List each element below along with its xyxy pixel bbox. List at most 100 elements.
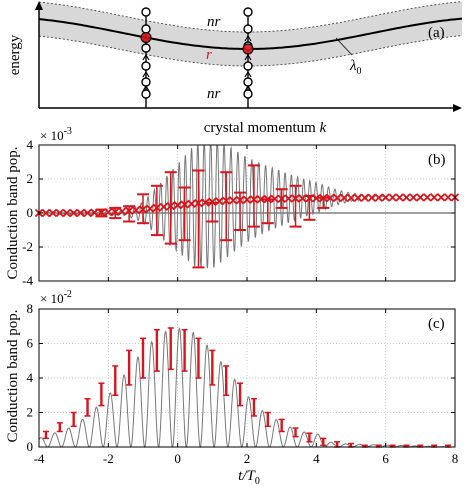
panel-b: -4 -2 0 2 4 × 10-3 Conduction band pop. (b)	[5, 126, 460, 288]
data-cross	[416, 193, 425, 202]
level-circle	[243, 61, 253, 71]
xtick-label: -2	[103, 451, 114, 466]
lambda-pointer	[335, 37, 353, 56]
level-circle	[243, 7, 253, 17]
panel-c-tag: (c)	[428, 316, 445, 332]
data-cross	[388, 193, 397, 202]
data-cross	[104, 208, 113, 217]
data-cross	[395, 193, 404, 202]
xtick-label: 2	[244, 451, 251, 466]
arrow-head	[244, 34, 252, 42]
ytick-label: -2	[22, 239, 33, 254]
ytick-label: 0	[27, 439, 34, 454]
momentum-axis-arrow	[453, 104, 462, 112]
data-cross	[256, 195, 266, 204]
data-cross	[222, 196, 231, 205]
data-cross	[90, 208, 99, 217]
xtick-label: 6	[382, 451, 389, 466]
xtick-label: -4	[34, 451, 45, 466]
level-circle	[141, 77, 151, 87]
data-cross	[76, 208, 85, 218]
data-cross	[326, 193, 335, 203]
panel-a-tag: (a)	[428, 25, 445, 41]
data-cross	[443, 193, 453, 202]
arrow-head	[142, 84, 150, 92]
xtick-label: 8	[452, 451, 459, 466]
data-cross	[131, 205, 141, 215]
data-cross	[159, 202, 168, 212]
data-cross	[55, 208, 64, 218]
ytick-label: 2	[27, 405, 34, 420]
ytick-label: 4	[27, 370, 34, 385]
level-circle	[141, 24, 151, 34]
data-cross	[263, 194, 272, 204]
data-cross	[242, 195, 252, 204]
data-cross	[97, 208, 106, 217]
level-circle	[141, 89, 151, 99]
data-cross	[48, 208, 58, 218]
data-cross	[312, 194, 321, 203]
data-cross	[208, 197, 217, 206]
arrow-head	[244, 53, 252, 61]
momentum-label: crystal momentum k	[204, 120, 327, 136]
data-cross	[332, 193, 342, 203]
arrow-head	[244, 70, 252, 78]
data-cross	[305, 194, 314, 203]
transition-ladders	[140, 7, 254, 108]
nr-upper-label: nr	[207, 14, 221, 30]
panel-a: energy crystal momentum k (a) nr r nr λ0	[7, 1, 463, 136]
data-cross	[124, 206, 134, 215]
data-cross	[249, 195, 259, 204]
arrow-head	[244, 84, 252, 92]
data-cross	[298, 194, 307, 203]
level-circle	[141, 7, 151, 17]
data-cross	[235, 195, 245, 205]
panel-b-red-crosses	[34, 193, 460, 218]
arrow-head	[142, 53, 150, 61]
data-cross	[145, 204, 155, 213]
data-cross	[180, 200, 189, 209]
data-cross	[118, 207, 127, 216]
data-cross	[277, 194, 286, 203]
ytick-label: -4	[22, 273, 33, 288]
panel-b-exponent: × 10-3	[40, 126, 72, 143]
resonance-dot	[140, 31, 152, 44]
level-circle	[141, 43, 151, 53]
energy-label: energy	[7, 34, 23, 75]
data-cross	[270, 194, 279, 204]
arrow-head	[142, 70, 150, 78]
panel-b-tag: (b)	[428, 152, 446, 168]
ytick-label: 2	[27, 171, 34, 186]
data-cross	[187, 199, 196, 208]
xtick-label: 4	[313, 451, 320, 466]
data-cross	[201, 198, 210, 207]
data-cross	[346, 193, 356, 203]
ytick-label: 4	[27, 137, 34, 152]
lambda-label: λ0	[349, 58, 362, 77]
data-cross	[353, 193, 363, 202]
level-circle	[243, 24, 253, 34]
data-cross	[360, 193, 370, 202]
data-cross	[374, 193, 383, 202]
panel-c: 0 2 4 6 8 -4 -2 0 2 4 6 8 × 10-2 Conduction band p…	[5, 289, 458, 487]
data-cross	[152, 203, 162, 212]
resonance-dot	[242, 43, 254, 55]
data-cross	[194, 199, 203, 208]
ytick-label: 6	[27, 336, 34, 351]
data-cross	[215, 197, 224, 206]
data-cross	[436, 193, 446, 202]
data-cross	[291, 194, 300, 203]
nr-lower-label: nr	[207, 86, 221, 102]
panel-b-ylabel: Conduction band pop.	[5, 147, 21, 280]
data-cross	[430, 193, 439, 202]
panel-c-xlabel: t/T0	[238, 468, 260, 487]
panel-c-exponent: × 10-2	[40, 289, 72, 306]
ytick-label: 8	[27, 301, 34, 316]
data-cross	[138, 205, 148, 214]
panel-c-yticks: 0 2 4 6 8	[27, 301, 455, 454]
data-cross	[173, 201, 182, 210]
panel-c-xticks: -4 -2 0 2 4 6 8	[34, 309, 459, 466]
data-cross	[111, 207, 120, 216]
panel-b-yticks: -4 -2 0 2 4	[22, 137, 456, 288]
